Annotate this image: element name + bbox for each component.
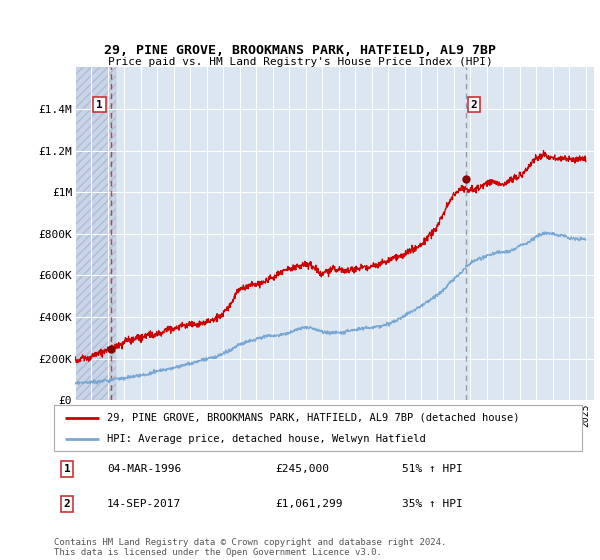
Text: 51% ↑ HPI: 51% ↑ HPI (403, 464, 463, 474)
Bar (75, 67, 116, 400)
Text: 2: 2 (64, 499, 71, 509)
Text: 14-SEP-2017: 14-SEP-2017 (107, 499, 181, 509)
Text: 29, PINE GROVE, BROOKMANS PARK, HATFIELD, AL9 7BP (detached house): 29, PINE GROVE, BROOKMANS PARK, HATFIELD… (107, 413, 519, 423)
Text: 35% ↑ HPI: 35% ↑ HPI (403, 499, 463, 509)
Text: Contains HM Land Registry data © Crown copyright and database right 2024.
This d: Contains HM Land Registry data © Crown c… (54, 538, 446, 557)
Text: 2: 2 (470, 100, 477, 110)
Text: £1,061,299: £1,061,299 (276, 499, 343, 509)
Text: 1: 1 (96, 100, 103, 110)
Text: 04-MAR-1996: 04-MAR-1996 (107, 464, 181, 474)
Text: HPI: Average price, detached house, Welwyn Hatfield: HPI: Average price, detached house, Welw… (107, 435, 425, 444)
Text: 1: 1 (64, 464, 71, 474)
Text: £245,000: £245,000 (276, 464, 330, 474)
Text: Price paid vs. HM Land Registry's House Price Index (HPI): Price paid vs. HM Land Registry's House … (107, 57, 493, 67)
Text: 29, PINE GROVE, BROOKMANS PARK, HATFIELD, AL9 7BP: 29, PINE GROVE, BROOKMANS PARK, HATFIELD… (104, 44, 496, 57)
